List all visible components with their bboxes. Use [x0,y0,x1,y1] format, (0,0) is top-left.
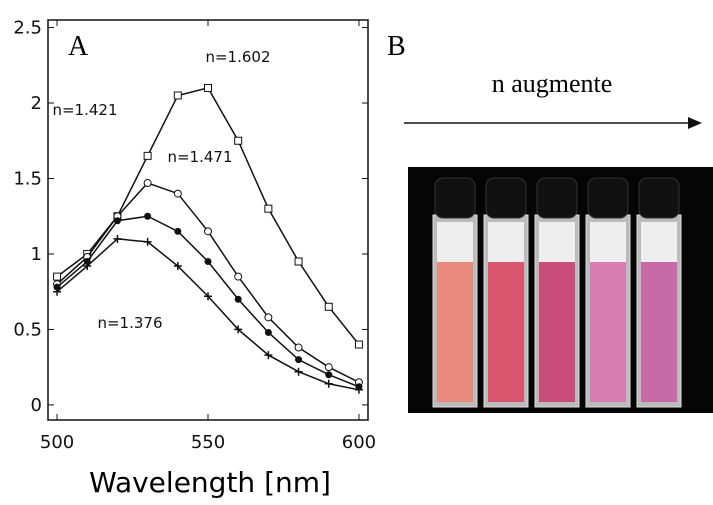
photo [408,167,713,413]
marker [173,189,182,198]
marker [53,283,61,291]
y-tick-label: 2 [31,93,42,114]
marker [264,351,273,360]
cuvette-cap [536,177,578,219]
cuvette-air [488,222,524,262]
y-tick-label: 0 [31,395,42,416]
cuvettes [432,177,682,408]
marker [204,292,212,301]
marker [234,295,242,303]
marker [113,234,122,243]
marker [204,258,212,266]
cuvette-liquid [590,262,626,402]
series-label: n=1.421 [52,101,117,119]
series-label: n=1.376 [97,314,162,332]
marker [204,227,212,236]
arrow-head [688,117,702,129]
marker [324,363,333,372]
marker [53,287,62,296]
marker [324,302,333,311]
marker [53,272,62,281]
caption: n augmente [492,69,613,98]
marker [354,340,363,349]
marker [204,83,212,92]
marker [234,136,243,145]
cuvette-cap [638,177,680,219]
cuvette-liquid [488,262,524,402]
x-tick-label: 550 [191,432,225,453]
series-label: n=1.602 [205,48,270,66]
plot-frame [47,19,369,421]
marker [294,367,303,376]
cuvette-liquid [641,262,677,402]
cuvette-air [539,222,575,262]
marker [113,217,121,225]
marker [294,257,303,266]
marker [234,272,243,281]
marker [324,379,333,388]
marker [143,151,152,160]
series-line [56,182,360,383]
y-tick-label: 2.5 [13,18,42,39]
y-tick-label: 1 [31,244,42,265]
marker [143,179,152,188]
marker [174,227,182,235]
marker [325,371,333,379]
marker [264,328,272,336]
panel-label: A [68,31,89,62]
marker [354,385,363,394]
cuvette-air [590,222,626,262]
marker [173,91,182,100]
marker [264,204,273,213]
cuvette-liquid [539,262,575,402]
marker [144,212,152,220]
marker [295,356,303,364]
marker [173,262,182,271]
x-axis-label: Wavelength [nm] [89,466,331,499]
marker [234,325,243,334]
x-tick-label: 500 [40,432,74,453]
cuvette-air [641,222,677,262]
cuvette-air [437,222,473,262]
cuvette-liquid [437,262,473,402]
panel-label: B [387,31,406,62]
marker [143,237,152,246]
cuvette-cap [587,177,629,219]
marker [83,258,91,266]
series-line [56,87,360,345]
y-tick-label: 0.5 [13,319,42,340]
cuvette-cap [485,177,527,219]
marker [264,313,273,322]
y-tick-label: 1.5 [13,168,42,189]
cuvette-cap [434,177,476,219]
marker [294,343,303,352]
x-tick-label: 600 [342,432,376,453]
series-line [56,215,360,388]
marker [83,262,92,271]
series-label: n=1.471 [167,148,232,166]
